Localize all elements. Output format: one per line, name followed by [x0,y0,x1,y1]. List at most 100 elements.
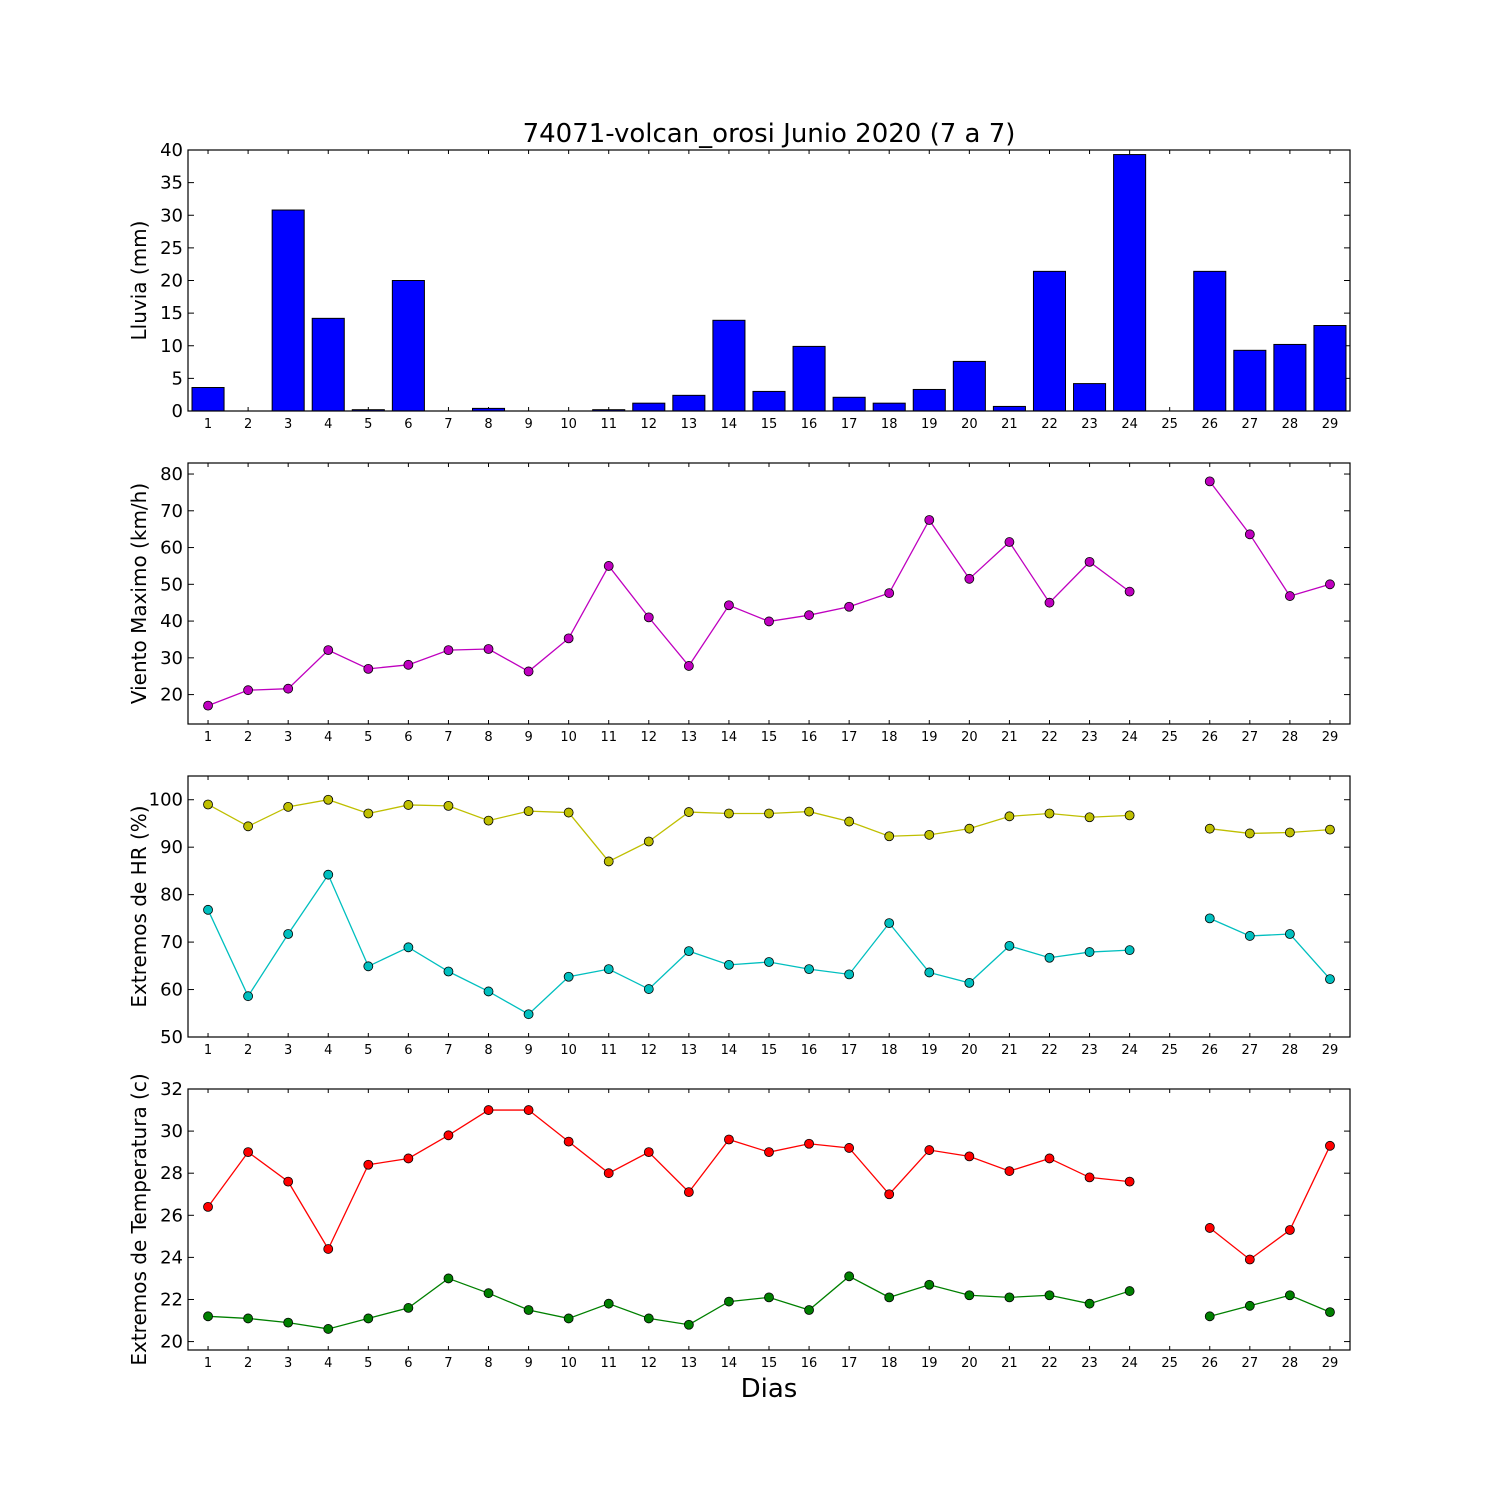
x-tick-label: 15 [761,1043,778,1058]
chart-title: 74071-volcan_orosi Junio 2020 (7 a 7) [523,119,1016,149]
data-point [1244,931,1255,941]
data-point [884,831,895,842]
data-point [724,959,734,970]
x-tick-label: 7 [444,730,452,745]
x-tick-label: 17 [841,1356,858,1371]
x-tick-label: 8 [484,1043,492,1058]
series-line [207,799,1130,863]
data-point [283,1317,294,1328]
data-point [1004,537,1015,547]
y-tick-label: 20 [160,271,183,292]
x-tick-label: 25 [1161,1356,1178,1371]
data-point [203,799,213,810]
x-tick-label: 13 [681,417,698,432]
data-point [523,1009,534,1020]
y-tick-label: 24 [160,1247,183,1268]
x-tick-label: 4 [324,1043,332,1058]
data-point [203,700,213,711]
x-tick-label: 26 [1201,1043,1218,1058]
x-tick-label: 1 [204,417,212,432]
x-tick-label: 25 [1161,417,1178,432]
data-point [283,801,294,812]
bar [311,317,345,412]
x-tick-label: 3 [284,730,292,745]
x-tick-label: 2 [244,730,252,745]
x-tick-label: 25 [1161,1043,1178,1058]
x-tick-label: 11 [600,417,617,432]
bar [872,402,906,412]
y-tick-label: 30 [160,1121,183,1142]
series-line [1209,1294,1331,1317]
x-tick-label: 1 [204,730,212,745]
x-tick-label: 26 [1201,1356,1218,1371]
data-point [443,645,454,656]
x-tick-label: 8 [484,417,492,432]
data-point [844,816,855,827]
x-tick-label: 16 [801,730,818,745]
plot-frame [187,1088,1351,1351]
data-point [323,1324,334,1334]
x-tick-label: 21 [1001,730,1018,745]
y-tick-label: 5 [172,368,183,389]
y-tick-label: 20 [160,1332,183,1353]
data-point [403,942,414,953]
data-point [1325,974,1335,985]
data-point [603,964,614,975]
y-tick-label: 15 [160,303,183,324]
x-tick-label: 10 [560,1356,577,1371]
data-point [964,1290,975,1301]
data-point [243,821,254,832]
x-tick-label: 16 [801,417,818,432]
series-line [1209,828,1331,835]
x-tick-label: 4 [324,417,332,432]
data-point [964,573,975,584]
bar [1193,270,1227,412]
data-point [363,1313,374,1324]
data-point [804,610,814,621]
data-point [764,616,774,627]
x-tick-label: 5 [364,417,372,432]
data-point [804,1138,814,1149]
data-point [643,1313,654,1324]
x-tick-label: 24 [1121,1356,1138,1371]
x-tick-label: 17 [841,417,858,432]
data-point [884,918,895,929]
y-tick-label: 26 [160,1205,183,1226]
data-point [683,1319,694,1330]
data-point [523,1105,534,1115]
x-tick-label: 2 [244,1043,252,1058]
data-point [924,1279,935,1290]
data-point [1084,556,1095,567]
y-tick-label: 70 [160,501,183,522]
bar [191,387,225,412]
plot-frame [187,462,1351,725]
y-tick-label: 20 [160,685,183,706]
x-tick-label: 4 [324,730,332,745]
y-axis-label: Lluvia (mm) [127,221,151,341]
x-tick-label: 29 [1322,1043,1339,1058]
x-tick-label: 17 [841,1043,858,1058]
x-tick-label: 20 [961,417,978,432]
bar [1233,349,1267,412]
data-point [603,1298,614,1309]
y-tick-label: 40 [160,140,183,161]
data-point [1325,1140,1335,1151]
x-tick-label: 21 [1001,417,1018,432]
series-line [208,1275,1130,1330]
y-tick-label: 50 [160,1027,183,1048]
bar [632,402,666,412]
x-tick-label: 29 [1322,730,1339,745]
x-tick-label: 13 [681,730,698,745]
x-tick-label: 4 [324,1356,332,1371]
x-tick-label: 3 [284,417,292,432]
x-tick-label: 9 [524,1356,532,1371]
bar [1273,343,1307,412]
x-tick-label: 19 [921,730,938,745]
x-tick-label: 15 [761,417,778,432]
data-point [483,986,494,997]
x-tick-label: 13 [681,1356,698,1371]
data-point [1124,945,1135,956]
bar [1032,270,1067,412]
